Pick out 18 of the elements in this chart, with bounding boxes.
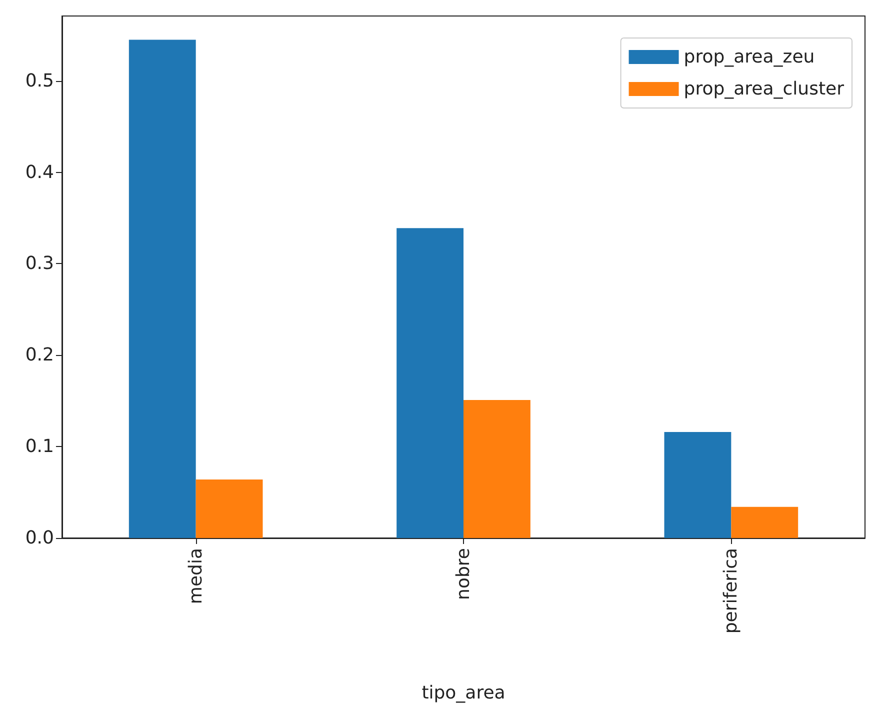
- legend-label: prop_area_cluster: [684, 78, 845, 100]
- y-tick-label: 0.1: [25, 436, 54, 458]
- y-tick-label: 0.5: [25, 70, 54, 92]
- bar: [196, 479, 263, 538]
- y-tick-label: 0.4: [25, 162, 54, 183]
- y-tick-label: 0.0: [25, 528, 54, 548]
- bar: [128, 40, 196, 538]
- x-axis-title: tipo_area: [422, 682, 506, 704]
- bar: [731, 506, 798, 538]
- x-tick-label: periferica: [720, 548, 742, 634]
- y-tick-label: 0.3: [25, 253, 54, 274]
- bar: [664, 432, 732, 538]
- bar: [396, 228, 464, 538]
- y-tick-label: 0.2: [25, 344, 54, 366]
- x-tick-label: media: [185, 548, 206, 604]
- bar: [464, 400, 530, 538]
- x-tick-label: nobre: [453, 548, 474, 600]
- legend-label: prop_area_zeu: [684, 46, 815, 68]
